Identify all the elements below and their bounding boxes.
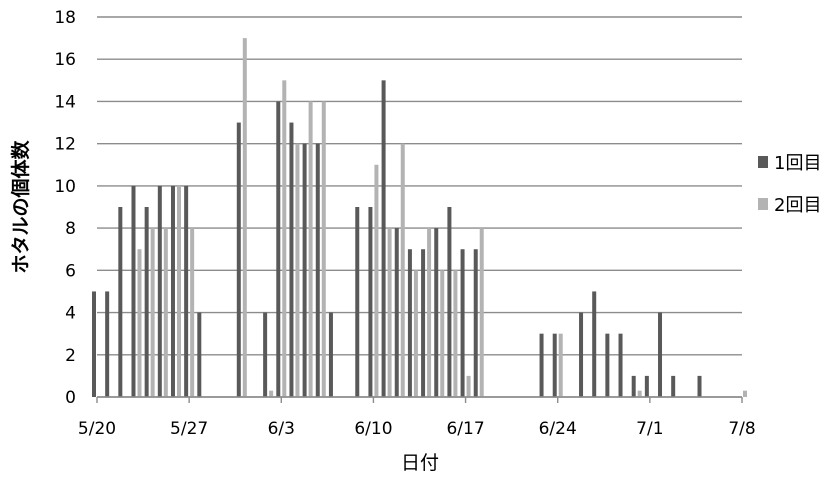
y-tick-label: 6 [65, 261, 76, 281]
y-tick-label: 12 [54, 135, 76, 155]
bar-series1-6-28 [605, 333, 610, 397]
x-axis-title: 日付 [401, 452, 439, 474]
bar-series2-5-25 [163, 228, 168, 397]
bar-series1-7-3 [671, 375, 676, 397]
bar-series1-6-16 [447, 207, 452, 397]
bar-series2-6-6 [321, 101, 326, 397]
x-tick-label: 6/24 [539, 419, 577, 439]
bar-series1-6-4 [289, 122, 294, 398]
x-tick-label: 7/1 [636, 419, 663, 439]
bar-series2-5-23 [137, 249, 142, 397]
y-tick-label: 2 [65, 346, 76, 366]
bar-series1-5-27 [184, 185, 189, 397]
bar-series1-5-23 [131, 185, 136, 397]
bar-series2-6-5 [308, 101, 313, 397]
y-tick-label: 14 [54, 92, 76, 112]
bar-series2-6-17 [466, 375, 471, 397]
bar-series1-6-11 [381, 80, 386, 397]
bar-series1-7-2 [658, 312, 663, 397]
bar-series1-6-14 [421, 249, 426, 397]
y-tick-label: 0 [65, 388, 76, 408]
bar-series1-6-26 [579, 312, 584, 397]
bar-series1-6-15 [434, 228, 439, 397]
y-tick-label: 4 [65, 304, 76, 324]
bar-series1-5-31 [236, 122, 241, 398]
y-tick-label: 10 [54, 177, 76, 197]
bar-series2-6-4 [295, 143, 300, 397]
bar-series1-5-22 [118, 207, 123, 397]
bar-series2-6-10 [374, 164, 379, 397]
bar-series1-6-30 [631, 375, 636, 397]
x-tick-label: 5/27 [170, 419, 208, 439]
y-tick-label: 8 [65, 219, 76, 239]
x-tick-label: 7/8 [728, 419, 755, 439]
bar-series2-6-11 [387, 228, 392, 397]
bar-series2-5-24 [150, 228, 155, 397]
bar-series2-5-26 [176, 185, 181, 397]
x-tick-label: 5/20 [78, 419, 116, 439]
bar-series2-6-3 [282, 80, 287, 397]
bar-series1-6-29 [618, 333, 623, 397]
bar-series1-5-28 [197, 312, 202, 397]
y-axis-title: ホタルの個体数 [9, 140, 32, 274]
bar-series2-6-13 [413, 270, 418, 397]
x-tick-labels: 5/20 5/27 6/3 6/10 6/17 6/24 7/1 7/8 [78, 419, 756, 439]
bar-series1-6-3 [276, 101, 281, 397]
bar-series2-6-16 [453, 270, 458, 397]
x-tick-label: 6/3 [268, 419, 295, 439]
bar-series1-6-12 [394, 228, 399, 397]
bar-series1-6-23 [539, 333, 544, 397]
bar-series1-5-26 [170, 185, 175, 397]
bar-series1-6-6 [315, 143, 320, 397]
bar-series2-6-30 [637, 390, 642, 397]
bar-series1-6-7 [328, 312, 333, 397]
bar-series2-6-14 [427, 228, 432, 397]
bar-series2-5-27 [190, 228, 195, 397]
bar-series1-6-10 [368, 207, 373, 397]
bar-series1-6-18 [473, 249, 478, 397]
bar-series2-7-8 [743, 390, 747, 397]
bars [92, 38, 747, 398]
legend-label-series1: 1回目 [774, 153, 821, 174]
bar-series1-6-24 [552, 333, 557, 397]
legend-label-series2: 2回目 [774, 195, 821, 216]
y-tick-labels: 0 2 4 6 8 10 12 14 16 18 [54, 8, 76, 408]
bar-series1-7-1 [644, 375, 649, 397]
bar-series1-6-27 [592, 291, 597, 397]
bar-series1-5-20 [92, 291, 96, 397]
bar-series2-6-15 [440, 270, 445, 397]
bar-series1-6-5 [302, 143, 307, 397]
x-tick-label: 6/17 [446, 419, 484, 439]
bar-series2-6-12 [400, 143, 405, 397]
y-tick-label: 18 [54, 8, 76, 28]
bar-series1-5-21 [105, 291, 110, 397]
bar-series2-5-31 [242, 38, 247, 397]
legend-swatch-series2 [758, 198, 768, 210]
bar-series1-6-2 [263, 312, 268, 397]
x-axis [96, 396, 743, 403]
y-tick-label: 16 [54, 50, 76, 70]
legend: 1回目 2回目 [758, 153, 821, 216]
bar-series1-6-9 [355, 207, 360, 397]
bar-series1-7-5 [697, 375, 702, 397]
x-tick-label: 6/10 [354, 419, 392, 439]
bar-series1-6-17 [460, 249, 465, 397]
bar-series1-6-13 [407, 249, 412, 397]
bar-series2-6-18 [479, 228, 484, 397]
gridlines [97, 16, 742, 398]
bar-series2-6-24 [558, 333, 563, 397]
bar-series1-5-24 [144, 207, 149, 397]
bar-series2-6-2 [269, 390, 274, 397]
legend-swatch-series1 [758, 156, 768, 168]
bar-series1-5-25 [157, 185, 162, 397]
